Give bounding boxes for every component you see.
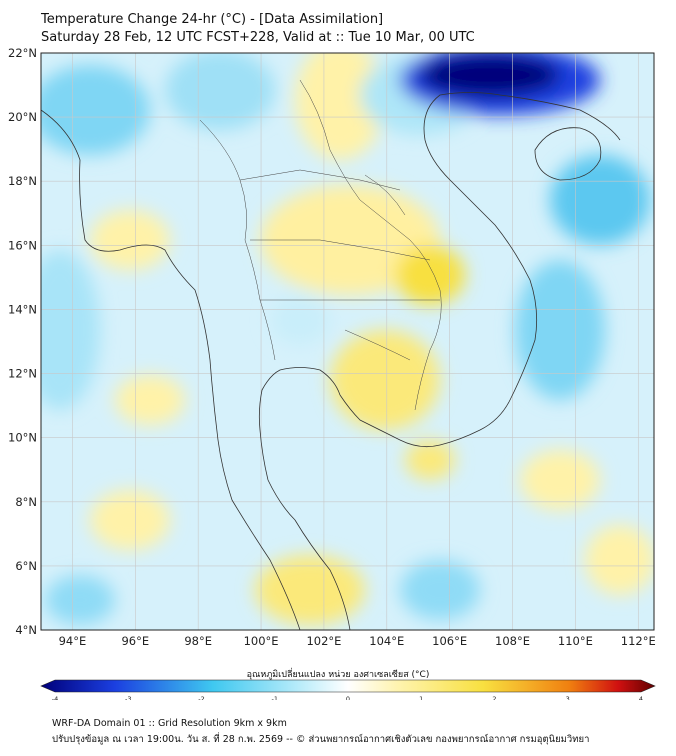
title-line-2: Saturday 28 Feb, 12 UTC FCST+228, Valid …: [41, 30, 475, 45]
map-frame: [40, 52, 655, 631]
footer-update-info: ปรับปรุงข้อมูล ณ เวลา 19:00น. วัน ส. ที่…: [52, 734, 590, 745]
lon-label: 108°E: [495, 634, 530, 648]
colorbar-label: อุณหภูมิเปลี่ยนแปลง หน่วย องศาเซลเซียส (…: [246, 670, 430, 680]
map-gridlines: [41, 53, 654, 630]
lon-label: 112°E: [621, 634, 656, 648]
lon-label: 106°E: [432, 634, 467, 648]
lon-label: 110°E: [558, 634, 593, 648]
colorbar-tick-label: -2: [198, 695, 204, 700]
lat-label: 16°N: [8, 238, 37, 252]
lat-label: 6°N: [15, 559, 37, 573]
colorbar-tick-label: 1: [419, 695, 423, 700]
lat-label: 14°N: [8, 302, 37, 316]
colorbar: -4 -3 -2 -1 0 1 2 3 4: [40, 679, 656, 700]
lat-label: 8°N: [15, 495, 37, 509]
coastlines: [41, 92, 621, 630]
colorbar-tick-label: -4: [52, 695, 58, 700]
lat-label: 20°N: [8, 110, 37, 124]
lon-label: 104°E: [369, 634, 404, 648]
colorbar-tick-label: -3: [125, 695, 131, 700]
lat-label: 10°N: [8, 431, 37, 445]
colorbar-tick-label: -1: [272, 695, 278, 700]
map-figure: 22°N 20°N 18°N 16°N 14°N 12°N 10°N 8°N 6°N 4°N 94…: [8, 46, 656, 700]
lat-label: 12°N: [8, 367, 37, 381]
lon-label: 98°E: [184, 634, 212, 648]
lat-label: 22°N: [8, 46, 37, 60]
title-line-1: Temperature Change 24-hr (°C) - [Data As…: [41, 12, 384, 27]
colorbar-tick-label: 4: [639, 695, 643, 700]
admin-borders: [199, 79, 442, 411]
footer-model-info: WRF-DA Domain 01 :: Grid Resolution 9km …: [52, 718, 287, 729]
colorbar-ticks: -4 -3 -2 -1 0 1 2 3 4: [52, 695, 643, 700]
latitude-labels: 22°N 20°N 18°N 16°N 14°N 12°N 10°N 8°N 6°N 4°N: [8, 46, 37, 637]
lat-label: 18°N: [8, 174, 37, 188]
colorbar-tick-label: 3: [566, 695, 570, 700]
colorbar-tick-label: 2: [492, 695, 496, 700]
colorbar-bar: [40, 679, 656, 693]
lon-label: 96°E: [121, 634, 149, 648]
lat-label: 4°N: [15, 623, 37, 637]
colorbar-tick-label: 0: [346, 695, 350, 700]
lon-label: 102°E: [306, 634, 341, 648]
lon-label: 100°E: [244, 634, 279, 648]
longitude-labels: 94°E 96°E 98°E 100°E 102°E 104°E 106°E 108°E 110…: [59, 634, 656, 648]
lon-label: 94°E: [59, 634, 87, 648]
temperature-field: [41, 53, 654, 630]
